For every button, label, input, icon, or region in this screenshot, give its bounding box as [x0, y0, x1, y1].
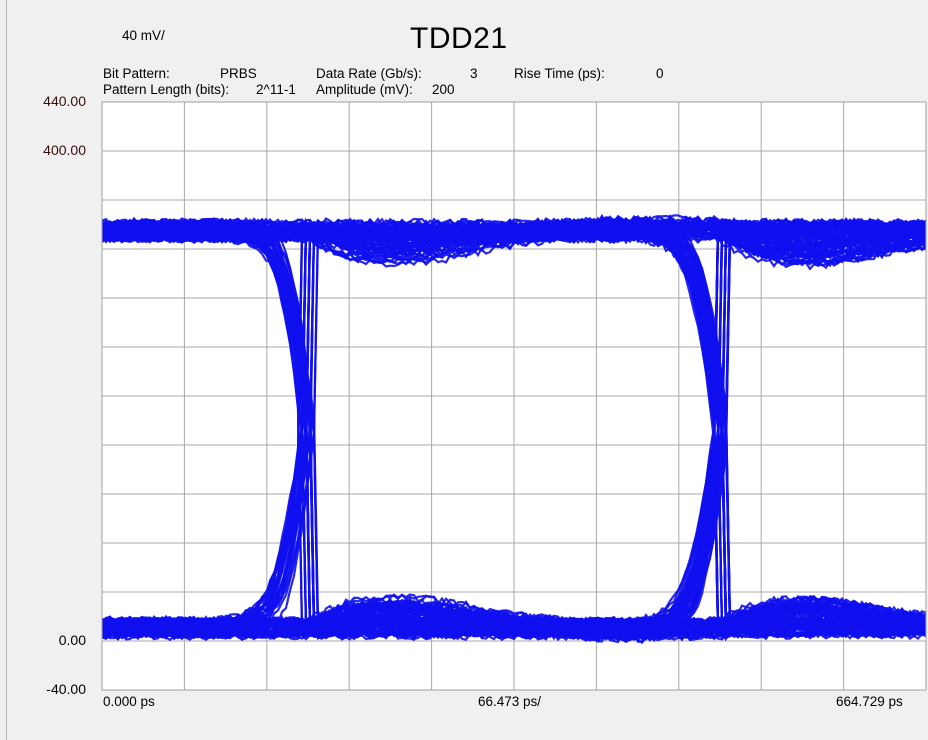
x-label-center: 66.473 ps/ [478, 694, 542, 709]
rise-time-value: 0 [656, 66, 664, 81]
eye-trace [102, 230, 926, 641]
eye-trace [102, 219, 926, 631]
data-rate-value: 3 [470, 66, 478, 81]
y-tick-label: 0.00 [58, 632, 86, 648]
amplitude-value: 200 [432, 82, 455, 97]
chart-title: TDD21 [410, 22, 508, 55]
bit-pattern-value: PRBS [220, 66, 257, 81]
y-tick-label: 400.00 [43, 142, 86, 158]
eye-trace [102, 233, 926, 635]
eye-trace [102, 225, 926, 636]
pattern-length-label: Pattern Length (bits): [103, 82, 230, 97]
x-label-left: 0.000 ps [103, 694, 155, 709]
eye-traces [102, 213, 926, 645]
y-tick-label: 440.00 [43, 93, 86, 109]
y-tick-label: -40.00 [46, 681, 86, 697]
eye-trace [102, 219, 926, 621]
pattern-length-value: 2^11-1 [256, 82, 296, 97]
bit-pattern-label: Bit Pattern: [103, 66, 170, 81]
data-rate-label: Data Rate (Gb/s): [316, 66, 422, 81]
window-frame-edge [6, 0, 7, 740]
rise-time-label: Rise Time (ps): [514, 66, 605, 81]
x-label-right: 664.729 ps [836, 694, 903, 709]
amplitude-label: Amplitude (mV): [316, 82, 413, 97]
vertical-scale-label: 40 mV/ [122, 28, 165, 43]
plot-border [101, 101, 927, 691]
